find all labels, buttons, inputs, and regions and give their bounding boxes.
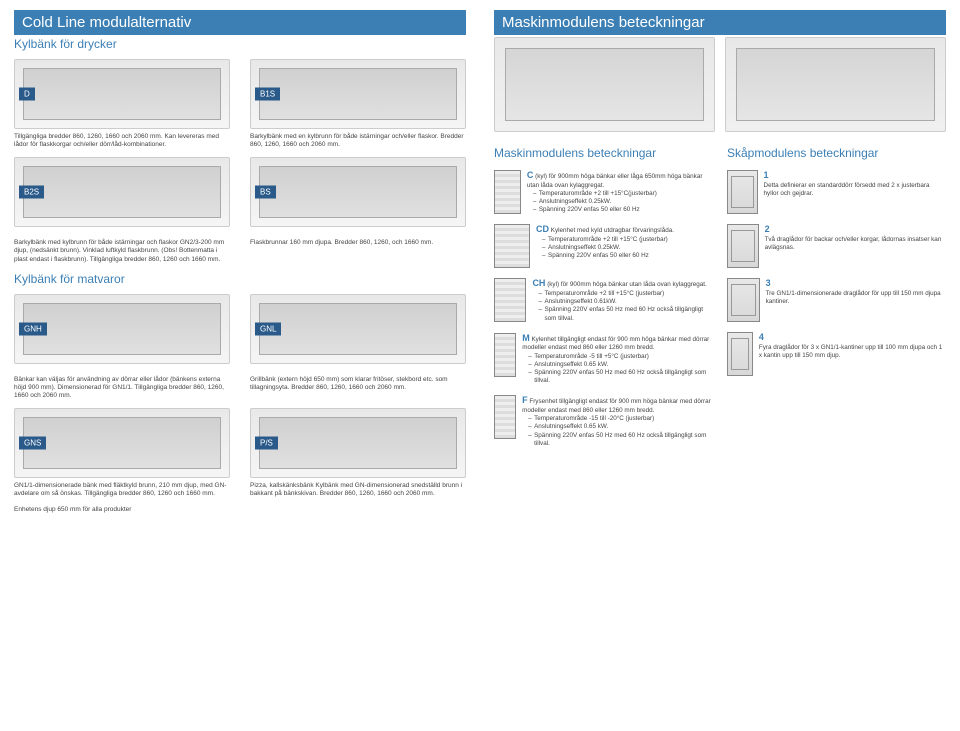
badge-gns: GNS bbox=[19, 437, 46, 450]
code-1: 1 bbox=[764, 170, 769, 180]
cell-ps: P/S Pizza, kallskänksbänk Kylbänk med GN… bbox=[250, 408, 466, 498]
text-3: Tre GN1/1-dimensionerade draglådor för u… bbox=[766, 290, 941, 305]
sub-title-food: Kylbänk för matvaror bbox=[14, 272, 466, 286]
spec-1: 1 Detta definierar en standarddörr försed… bbox=[727, 170, 946, 214]
text-2: Två draglådor för backar och/eller korga… bbox=[765, 236, 942, 251]
spec-m: M Kylenhet tillgängligt endast för 900 m… bbox=[494, 333, 713, 386]
list-c: Temperaturområde +2 till +15°C(justerbar… bbox=[527, 190, 713, 215]
row-2: B2S BS bbox=[14, 157, 466, 231]
footer-note: Enhetens djup 650 mm för alla produkter bbox=[14, 506, 466, 513]
left-column: Cold Line modulalternativ Kylbänk för dr… bbox=[0, 0, 480, 731]
code-2: 2 bbox=[765, 224, 770, 234]
list-cd: Temperaturområde +2 till +15°C (justerba… bbox=[536, 236, 674, 261]
hero-image-right bbox=[725, 37, 946, 132]
text-4: Fyra draglådor för 3 x GN1/1-kantiner up… bbox=[759, 344, 942, 359]
row-6: GNS GN1/1-dimensionerade bänk med fläktk… bbox=[14, 408, 466, 498]
hero-image-left bbox=[494, 37, 715, 132]
cabinet-col: Skåpmodulens beteckningar 1 Detta definie… bbox=[727, 146, 946, 458]
badge-b2s: B2S bbox=[19, 186, 44, 199]
product-image: D bbox=[14, 59, 230, 129]
spec-icon bbox=[494, 333, 516, 377]
desc-gnh: Bänkar kan väljas för användning av dörr… bbox=[14, 376, 230, 400]
code-c: C bbox=[527, 170, 534, 180]
badge-bs: BS bbox=[255, 186, 276, 199]
list-ch: Temperaturområde +2 till +15°C (justerba… bbox=[532, 290, 713, 323]
code-4: 4 bbox=[759, 332, 764, 342]
cabinet-header: Skåpmodulens beteckningar bbox=[727, 146, 946, 160]
code-m: M bbox=[522, 333, 530, 343]
row-3: Barkylbänk med kylbrunn för både istärni… bbox=[14, 239, 466, 263]
code-f: F bbox=[522, 395, 528, 405]
spec-icon bbox=[494, 170, 521, 214]
spec-3: 3 Tre GN1/1-dimensionerade draglådor för … bbox=[727, 278, 946, 322]
spec-2: 2 Två draglådor för backar och/eller korg… bbox=[727, 224, 946, 268]
hero-row bbox=[494, 37, 946, 138]
head-cd: Kylenhet med kyld utdragbar förvaringslå… bbox=[551, 227, 674, 234]
spec-f: F Frysenhet tillgängligt endast för 900 … bbox=[494, 395, 713, 448]
badge-b1s: B1S bbox=[255, 88, 280, 101]
desc-gns: GN1/1-dimensionerade bänk med fläktkyld … bbox=[14, 482, 230, 498]
machine-header: Maskinmodulens beteckningar bbox=[494, 146, 713, 160]
cell-b2s: B2S bbox=[14, 157, 230, 231]
cell-b1s: B1S Barkylbänk med en kylbrunn för både … bbox=[250, 59, 466, 149]
drawer-icon bbox=[727, 224, 759, 268]
row-1: D Tillgängliga bredder 860, 1260, 1660 o… bbox=[14, 59, 466, 149]
code-3: 3 bbox=[766, 278, 771, 288]
drawer-icon bbox=[727, 278, 760, 322]
code-cd: CD bbox=[536, 224, 549, 234]
spec-columns: Maskinmodulens beteckningar C (kyl) för … bbox=[494, 146, 946, 458]
cell-gnh: GNH bbox=[14, 294, 230, 368]
head-ch: (kyl) för 900mm höga bänkar utan låda ov… bbox=[547, 281, 707, 288]
list-f: Temperaturområde -15 till -20°C (justerb… bbox=[522, 415, 713, 448]
desc-ps: Pizza, kallskänksbänk Kylbänk med GN-dim… bbox=[250, 482, 466, 498]
spec-icon bbox=[494, 278, 526, 322]
list-m: Temperaturområde -5 till +5°C (justerbar… bbox=[522, 353, 713, 386]
cell-bs: BS bbox=[250, 157, 466, 231]
desc-gnl: Grillbänk (extern höjd 650 mm) som klara… bbox=[250, 376, 466, 392]
badge-d: D bbox=[19, 88, 35, 101]
spec-4: 4 Fyra draglådor för 3 x GN1/1-kantiner u… bbox=[727, 332, 946, 376]
spec-ch: CH (kyl) för 900mm höga bänkar utan låda… bbox=[494, 278, 713, 322]
cell-gnl: GNL bbox=[250, 294, 466, 368]
main-title-left: Cold Line modulalternativ bbox=[14, 10, 466, 35]
cell-d: D Tillgängliga bredder 860, 1260, 1660 o… bbox=[14, 59, 230, 149]
product-image: P/S bbox=[250, 408, 466, 478]
machine-col: Maskinmodulens beteckningar C (kyl) för … bbox=[494, 146, 713, 458]
badge-gnh: GNH bbox=[19, 322, 47, 335]
sub-title-drinks: Kylbänk för drycker bbox=[14, 37, 466, 51]
text-1: Detta definierar en standarddörr försedd… bbox=[764, 182, 930, 197]
badge-ps: P/S bbox=[255, 437, 278, 450]
product-image: GNL bbox=[250, 294, 466, 364]
desc-b2s-text: Barkylbänk med kylbrunn för både istärni… bbox=[14, 239, 230, 263]
row-5: Bänkar kan väljas för användning av dörr… bbox=[14, 376, 466, 400]
head-m: Kylenhet tillgängligt endast för 900 mm … bbox=[522, 336, 709, 352]
spec-icon bbox=[494, 395, 516, 439]
product-image: BS bbox=[250, 157, 466, 227]
badge-gnl: GNL bbox=[255, 322, 281, 335]
product-image: GNS bbox=[14, 408, 230, 478]
desc-d: Tillgängliga bredder 860, 1260, 1660 och… bbox=[14, 133, 230, 149]
product-image: B1S bbox=[250, 59, 466, 129]
cell-gns: GNS GN1/1-dimensionerade bänk med fläktk… bbox=[14, 408, 230, 498]
right-column: Maskinmodulens beteckningar Maskinmodule… bbox=[480, 0, 960, 731]
product-image: GNH bbox=[14, 294, 230, 364]
head-c: (kyl) för 900mm höga bänkar eller låga 6… bbox=[527, 173, 703, 189]
main-title-right: Maskinmodulens beteckningar bbox=[494, 10, 946, 35]
desc-b1s: Barkylbänk med en kylbrunn för både istä… bbox=[250, 133, 466, 149]
spec-icon bbox=[494, 224, 530, 268]
drawer-icon bbox=[727, 170, 758, 214]
spec-c: C (kyl) för 900mm höga bänkar eller låga… bbox=[494, 170, 713, 214]
code-ch: CH bbox=[532, 278, 545, 288]
drawer-icon bbox=[727, 332, 753, 376]
product-image: B2S bbox=[14, 157, 230, 227]
spec-cd: CD Kylenhet med kyld utdragbar förvaring… bbox=[494, 224, 713, 268]
row-4: GNH GNL bbox=[14, 294, 466, 368]
desc-bs-text: Flaskbrunnar 160 mm djupa. Bredder 860, … bbox=[250, 239, 466, 247]
page: Cold Line modulalternativ Kylbänk för dr… bbox=[0, 0, 960, 731]
head-f: Frysenhet tillgängligt endast för 900 mm… bbox=[522, 398, 711, 414]
